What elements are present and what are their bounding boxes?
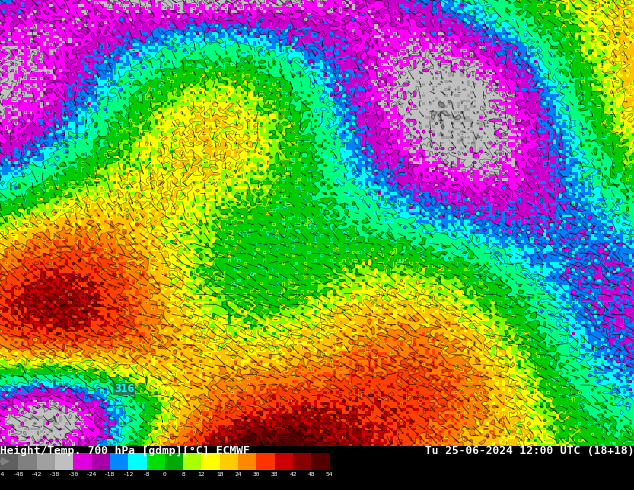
Bar	[293, 453, 311, 470]
Text: 18: 18	[216, 472, 224, 477]
Bar	[256, 453, 275, 470]
Text: 0: 0	[163, 472, 167, 477]
Bar	[37, 453, 55, 470]
Bar	[128, 453, 146, 470]
Text: -24: -24	[86, 472, 97, 477]
Bar	[110, 453, 128, 470]
Bar	[311, 453, 330, 470]
Text: 54: 54	[326, 472, 333, 477]
Text: -8: -8	[143, 472, 150, 477]
Text: -42: -42	[31, 472, 42, 477]
Text: 48: 48	[307, 472, 315, 477]
Text: 42: 42	[289, 472, 297, 477]
Bar	[202, 453, 220, 470]
Bar	[238, 453, 256, 470]
Text: 38: 38	[271, 472, 278, 477]
Text: 30: 30	[253, 472, 260, 477]
Bar	[0, 453, 18, 470]
Bar	[55, 453, 74, 470]
Text: Tu 25-06-2024 12:00 UTC (18+18): Tu 25-06-2024 12:00 UTC (18+18)	[425, 446, 634, 456]
Text: 8: 8	[181, 472, 185, 477]
Text: -38: -38	[49, 472, 61, 477]
Bar	[275, 453, 293, 470]
Text: 316: 316	[114, 384, 134, 394]
Text: -12: -12	[122, 472, 134, 477]
Text: Height/Temp. 700 hPa [gdmp][°C] ECMWF: Height/Temp. 700 hPa [gdmp][°C] ECMWF	[0, 446, 250, 456]
Text: -30: -30	[68, 472, 79, 477]
Bar	[183, 453, 202, 470]
Text: -54: -54	[0, 472, 6, 477]
Bar	[146, 453, 165, 470]
Bar	[165, 453, 183, 470]
Bar	[18, 453, 37, 470]
Text: -48: -48	[13, 472, 24, 477]
Text: -18: -18	[104, 472, 115, 477]
Text: 12: 12	[198, 472, 205, 477]
Text: 24: 24	[235, 472, 242, 477]
Bar	[74, 453, 91, 470]
Bar	[91, 453, 110, 470]
Bar	[220, 453, 238, 470]
